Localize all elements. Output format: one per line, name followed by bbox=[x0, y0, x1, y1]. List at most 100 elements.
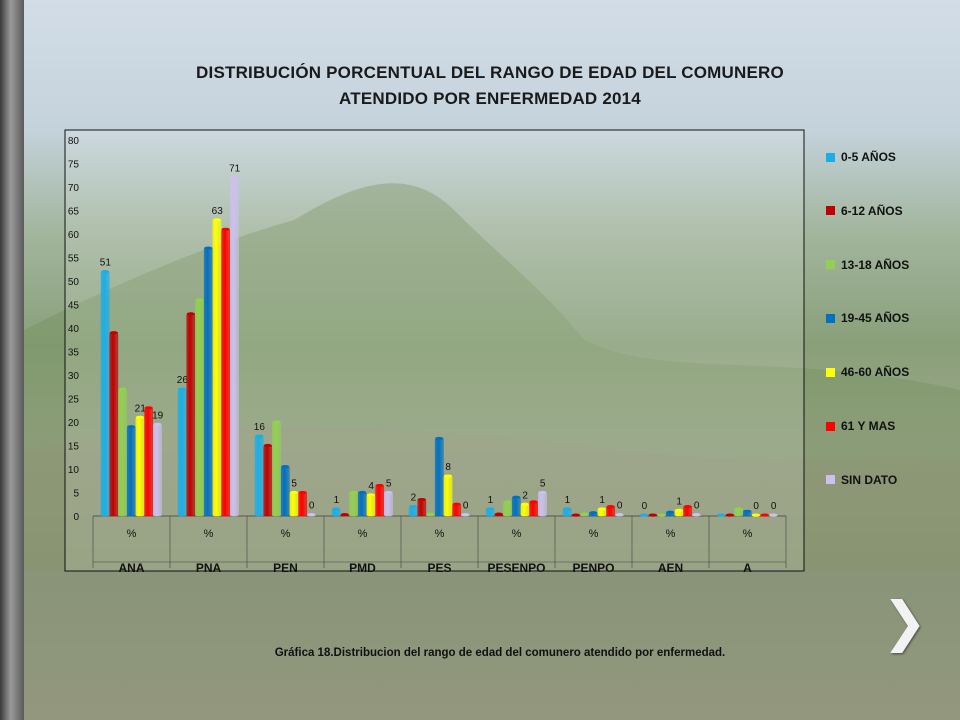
category-unit-label: % bbox=[435, 528, 445, 540]
bar-cap bbox=[426, 513, 434, 516]
bar-cap bbox=[615, 513, 623, 516]
bar-cap bbox=[572, 513, 580, 516]
bar bbox=[118, 389, 126, 516]
bar-cap bbox=[657, 513, 665, 516]
bar bbox=[358, 493, 366, 517]
y-tick-label: 75 bbox=[68, 160, 80, 171]
legend-swatch bbox=[826, 206, 835, 215]
bar-cap bbox=[580, 513, 588, 516]
bar bbox=[453, 504, 461, 516]
bar-cap bbox=[521, 503, 529, 506]
bar-cap bbox=[734, 507, 742, 510]
bar-cap bbox=[222, 228, 230, 231]
legend-label: 13-18 AÑOS bbox=[841, 258, 909, 272]
bar-cap bbox=[607, 505, 615, 508]
bar-value-label: 8 bbox=[445, 462, 451, 473]
legend-item: 13-18 AÑOS bbox=[826, 256, 909, 274]
bar-cap bbox=[649, 513, 657, 516]
category-label: PESENPO bbox=[487, 561, 545, 575]
category-unit-label: % bbox=[512, 528, 522, 540]
bar-cap bbox=[195, 298, 203, 301]
y-tick-label: 60 bbox=[68, 230, 80, 241]
bar-value-label: 19 bbox=[152, 410, 164, 421]
category-label: A bbox=[743, 561, 752, 575]
bar-value-label: 1 bbox=[565, 495, 571, 506]
bar bbox=[530, 502, 538, 516]
bar-cap bbox=[341, 513, 349, 516]
bar-cap bbox=[675, 509, 683, 512]
bar-cap bbox=[435, 437, 443, 440]
bar-cap bbox=[358, 491, 366, 494]
bar bbox=[418, 500, 426, 516]
bar-cap bbox=[530, 500, 538, 503]
chevron-right-icon[interactable]: ❯ bbox=[882, 592, 922, 652]
legend-swatch bbox=[826, 422, 835, 431]
bar-cap bbox=[512, 496, 520, 499]
bar-cap bbox=[666, 511, 674, 514]
bar-cap bbox=[589, 511, 597, 514]
bar bbox=[187, 314, 195, 516]
bar bbox=[444, 476, 452, 516]
bar-value-label: 5 bbox=[386, 479, 392, 490]
category-unit-label: % bbox=[204, 528, 214, 540]
category-label: PMD bbox=[349, 561, 376, 575]
bar-cap bbox=[453, 503, 461, 506]
bar-value-label: 5 bbox=[540, 479, 546, 490]
bar bbox=[110, 333, 118, 516]
category-unit-label: % bbox=[358, 528, 368, 540]
bar-cap bbox=[299, 491, 307, 494]
bar-cap bbox=[461, 513, 469, 516]
category-label: PENPO bbox=[572, 561, 614, 575]
category-unit-label: % bbox=[666, 528, 676, 540]
bar-cap bbox=[153, 423, 161, 426]
bar-cap bbox=[136, 416, 144, 419]
legend-label: 46-60 AÑOS bbox=[841, 365, 909, 379]
bar-cap bbox=[255, 435, 263, 438]
y-tick-label: 25 bbox=[68, 395, 80, 406]
bar-cap bbox=[444, 474, 452, 477]
bar-value-label: 1 bbox=[599, 495, 605, 506]
bar bbox=[153, 424, 161, 516]
bar-cap bbox=[684, 505, 692, 508]
bar-cap bbox=[281, 465, 289, 468]
bar-cap bbox=[127, 425, 135, 428]
bar-cap bbox=[563, 507, 571, 510]
bar bbox=[521, 504, 529, 516]
bar-cap bbox=[752, 513, 760, 516]
legend-item: SIN DATO bbox=[826, 471, 897, 489]
bar bbox=[264, 446, 272, 517]
bar bbox=[503, 502, 511, 516]
bar-cap bbox=[761, 513, 769, 516]
y-tick-label: 30 bbox=[68, 371, 80, 382]
bar bbox=[127, 427, 135, 516]
category-unit-label: % bbox=[281, 528, 291, 540]
y-tick-label: 65 bbox=[68, 207, 80, 218]
legend-swatch bbox=[826, 368, 835, 377]
bar-cap bbox=[264, 444, 272, 447]
bar bbox=[230, 178, 238, 516]
bar-cap bbox=[290, 491, 298, 494]
bar bbox=[222, 229, 230, 516]
legend-item: 19-45 AÑOS bbox=[826, 309, 909, 327]
legend-item: 61 Y MAS bbox=[826, 417, 895, 435]
bar-value-label: 71 bbox=[229, 164, 241, 175]
y-tick-label: 35 bbox=[68, 348, 80, 359]
bar-cap bbox=[598, 507, 606, 510]
legend-swatch bbox=[826, 153, 835, 162]
bar bbox=[435, 438, 443, 516]
category-label: ANA bbox=[119, 561, 145, 575]
bar-cap bbox=[769, 513, 777, 516]
y-tick-label: 15 bbox=[68, 442, 80, 453]
bar-cap bbox=[307, 513, 315, 516]
bar bbox=[204, 248, 212, 516]
bar-cap bbox=[495, 513, 503, 516]
bar-value-label: 0 bbox=[309, 501, 315, 512]
category-unit-label: % bbox=[127, 528, 137, 540]
bar-cap bbox=[101, 270, 109, 273]
bar-value-label: 51 bbox=[100, 258, 112, 269]
bar bbox=[367, 495, 375, 516]
bar-cap bbox=[743, 510, 751, 513]
legend-swatch bbox=[826, 260, 835, 269]
bar-cap bbox=[230, 176, 238, 179]
bar bbox=[299, 493, 307, 517]
